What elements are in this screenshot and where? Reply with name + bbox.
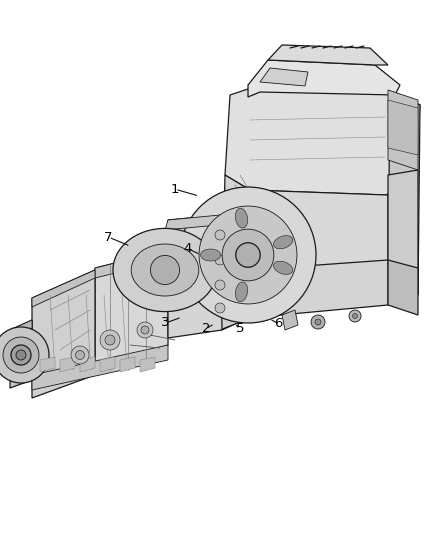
Polygon shape bbox=[388, 260, 418, 315]
Polygon shape bbox=[248, 190, 388, 305]
Ellipse shape bbox=[273, 261, 293, 274]
Polygon shape bbox=[32, 270, 95, 398]
Circle shape bbox=[71, 346, 89, 364]
Circle shape bbox=[349, 310, 361, 322]
Polygon shape bbox=[40, 357, 55, 372]
Ellipse shape bbox=[235, 282, 247, 302]
Circle shape bbox=[199, 206, 297, 304]
Circle shape bbox=[141, 326, 149, 334]
Circle shape bbox=[215, 230, 225, 240]
Polygon shape bbox=[95, 250, 168, 368]
Ellipse shape bbox=[201, 249, 221, 261]
Text: 6: 6 bbox=[274, 317, 283, 330]
Circle shape bbox=[150, 255, 180, 285]
Polygon shape bbox=[388, 170, 418, 295]
Ellipse shape bbox=[273, 236, 293, 249]
Polygon shape bbox=[95, 250, 168, 278]
Polygon shape bbox=[80, 357, 95, 372]
Text: 5: 5 bbox=[236, 322, 244, 335]
Circle shape bbox=[11, 345, 31, 365]
Circle shape bbox=[215, 255, 225, 265]
Polygon shape bbox=[248, 260, 388, 318]
Polygon shape bbox=[222, 175, 250, 305]
Polygon shape bbox=[32, 345, 168, 390]
Ellipse shape bbox=[235, 208, 247, 228]
Polygon shape bbox=[32, 270, 95, 307]
Text: 7: 7 bbox=[104, 231, 113, 244]
Polygon shape bbox=[10, 320, 32, 388]
Polygon shape bbox=[282, 310, 298, 330]
Polygon shape bbox=[248, 60, 400, 97]
Polygon shape bbox=[165, 215, 220, 230]
Polygon shape bbox=[10, 320, 32, 338]
Circle shape bbox=[100, 330, 120, 350]
Polygon shape bbox=[220, 192, 250, 330]
Polygon shape bbox=[222, 270, 248, 330]
Circle shape bbox=[315, 319, 321, 325]
Polygon shape bbox=[388, 100, 418, 155]
Text: 4: 4 bbox=[183, 242, 192, 255]
Circle shape bbox=[180, 187, 316, 323]
Polygon shape bbox=[225, 85, 420, 195]
Text: 1: 1 bbox=[171, 183, 180, 196]
Circle shape bbox=[222, 229, 274, 281]
Circle shape bbox=[215, 280, 225, 290]
Polygon shape bbox=[260, 68, 308, 86]
Ellipse shape bbox=[131, 244, 199, 296]
Circle shape bbox=[236, 243, 260, 267]
Polygon shape bbox=[168, 215, 222, 338]
Polygon shape bbox=[388, 90, 420, 295]
Circle shape bbox=[0, 327, 49, 383]
Text: 3: 3 bbox=[161, 317, 170, 329]
Circle shape bbox=[215, 303, 225, 313]
Text: 2: 2 bbox=[201, 322, 210, 335]
Ellipse shape bbox=[113, 229, 217, 312]
Polygon shape bbox=[60, 357, 75, 372]
Polygon shape bbox=[120, 357, 135, 372]
Polygon shape bbox=[268, 45, 388, 65]
Circle shape bbox=[16, 350, 26, 360]
Circle shape bbox=[75, 351, 85, 359]
Polygon shape bbox=[100, 357, 115, 372]
Polygon shape bbox=[388, 90, 418, 170]
Circle shape bbox=[105, 335, 115, 345]
Circle shape bbox=[353, 313, 357, 319]
Circle shape bbox=[137, 322, 153, 338]
Circle shape bbox=[3, 337, 39, 373]
Circle shape bbox=[311, 315, 325, 329]
Polygon shape bbox=[140, 357, 155, 372]
